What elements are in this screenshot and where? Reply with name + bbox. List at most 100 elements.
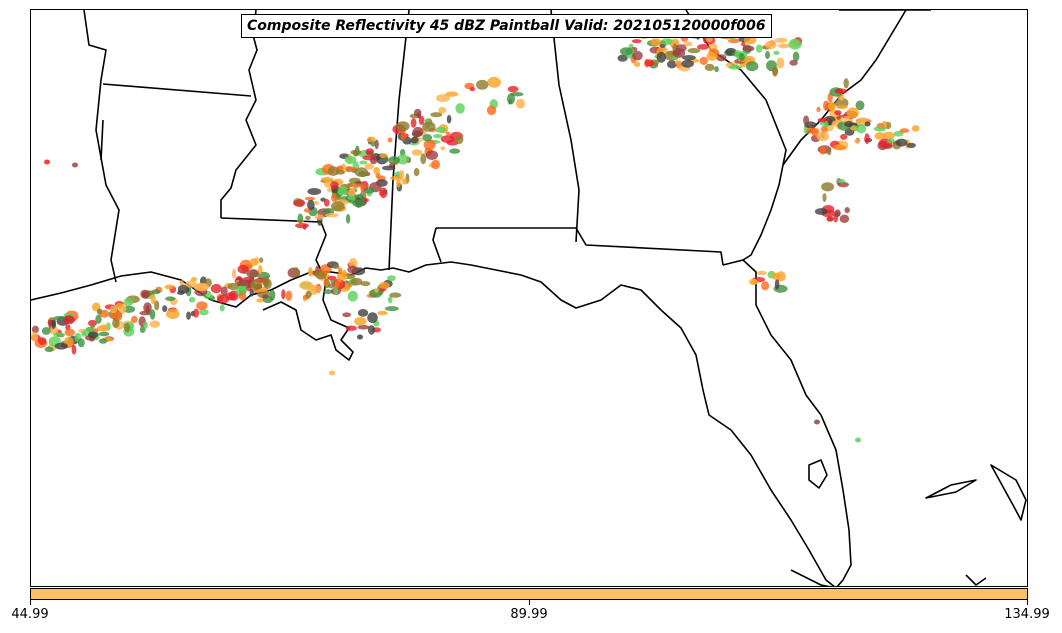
paintball-blob (198, 308, 209, 316)
paintball-blob (249, 258, 258, 266)
paintball-blob (387, 296, 393, 304)
paintball-blob (334, 280, 340, 289)
paintball-blob (674, 60, 682, 66)
paintball-blob (77, 338, 85, 348)
paintball-blob (773, 50, 780, 56)
paintball-blob (210, 283, 222, 294)
paintball-blob (313, 200, 319, 205)
paintball-blob (54, 342, 68, 350)
bahamas-1 (925, 479, 977, 499)
paintball-blob (705, 37, 713, 42)
paintball-blob (446, 114, 452, 124)
paintball-blob (911, 125, 920, 132)
paintball-blob (816, 106, 821, 113)
paintball-blob (297, 213, 304, 224)
paintball-blob (476, 79, 489, 90)
paintball-blob (738, 53, 745, 61)
paintball-blob (855, 100, 865, 111)
paintball-blob (834, 88, 848, 94)
paintball-blob (143, 302, 152, 313)
paintball-blob (109, 305, 118, 314)
paintball-blob (895, 138, 908, 147)
paintball-blob (438, 106, 447, 114)
paintball-blob (305, 215, 311, 221)
paintball-blob (90, 323, 95, 329)
paintball-blob (53, 316, 66, 321)
paintball-blob (330, 181, 339, 190)
paintball-blob (99, 324, 109, 332)
paintball-blob (887, 138, 895, 144)
paintball-blob (293, 199, 306, 207)
paintball-blob (899, 128, 910, 133)
paintball-blob (337, 185, 348, 196)
paintball-blob (656, 51, 667, 63)
paintball-blob (360, 281, 371, 287)
paintball-blob (188, 296, 196, 303)
paintball-blob (177, 284, 190, 294)
paintball-blob (515, 98, 526, 109)
paintball-blob (844, 207, 850, 214)
paintball-blob (123, 297, 134, 307)
paintball-blob (430, 112, 443, 118)
paintball-blob (150, 293, 156, 305)
paintball-blob (335, 169, 345, 175)
paintball-blob (350, 183, 363, 188)
paintball-blob (706, 51, 718, 61)
paintball-blob (370, 141, 377, 147)
paintball-blob (417, 112, 421, 119)
state-borders (31, 10, 1027, 586)
tx-ok-border (83, 10, 120, 283)
paintball-blob (310, 285, 322, 293)
paintball-blob (330, 278, 336, 285)
paintball-blob (761, 281, 770, 291)
paintball-blob (822, 193, 827, 202)
paintball-blob (681, 59, 694, 68)
paintball-blob (257, 265, 263, 275)
paintball-blob (486, 105, 497, 116)
paintball-blob (682, 55, 696, 61)
paintball-blob (803, 115, 810, 126)
paintball-blob (864, 133, 870, 145)
paintball-blob (765, 40, 777, 50)
paintball-blob (281, 289, 286, 300)
paintball-blob (179, 280, 184, 286)
paintball-blob (143, 321, 148, 329)
paintball-blob (455, 103, 465, 114)
fl-atlantic-coast (722, 259, 852, 586)
paintball-blob (839, 214, 850, 223)
paintball-blob (332, 264, 340, 269)
paintball-blob (369, 288, 383, 298)
paintball-blob (510, 92, 524, 97)
paintball-blob (422, 121, 436, 132)
paintball-blob (53, 332, 65, 337)
paintball-blob (232, 268, 236, 279)
paintball-blob (446, 139, 459, 146)
paintball-blob (379, 153, 388, 159)
paintball-blob (370, 157, 378, 165)
paintball-blob (345, 214, 351, 224)
ar-la-border (100, 119, 104, 161)
paintball-blob (348, 188, 356, 197)
paintball-blob (373, 167, 380, 175)
paintball-blob (864, 121, 871, 127)
paintball-blob (378, 281, 390, 289)
paintball-blob (112, 318, 120, 329)
paintball-blob (839, 96, 844, 101)
paintball-blob (855, 437, 861, 443)
paintball-blob (71, 344, 77, 355)
paintball-blob (840, 133, 848, 140)
paintball-blob (115, 303, 124, 309)
paintball-blob (246, 269, 260, 278)
paintball-blob (855, 124, 867, 134)
paintball-blob (402, 178, 408, 185)
paintball-blob (846, 107, 860, 118)
paintball-blob (236, 280, 250, 287)
paintball-blob (64, 328, 76, 337)
fl-border (436, 227, 724, 266)
keys (790, 569, 831, 586)
paintball-blob (347, 265, 359, 274)
paintball-blob (51, 319, 56, 329)
paintball-blob (617, 54, 628, 62)
map-frame[interactable] (30, 9, 1028, 587)
paintball-blob (98, 338, 108, 344)
